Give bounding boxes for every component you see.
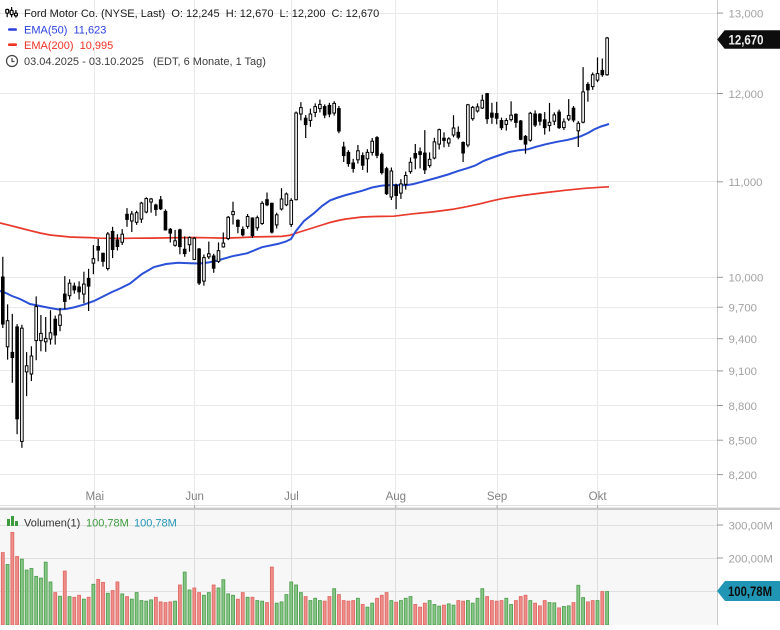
- svg-text:100,78M: 100,78M: [134, 518, 177, 530]
- svg-text:Aug: Aug: [386, 491, 406, 503]
- svg-text:Ford Motor Co. (NYSE, Last) O: Ford Motor Co. (NYSE, Last) O: 12,245 H:…: [24, 8, 379, 20]
- svg-text:200,00M: 200,00M: [729, 553, 773, 565]
- svg-text:Sep: Sep: [487, 491, 507, 503]
- svg-text:9,400: 9,400: [729, 334, 758, 346]
- svg-text:EMA(50) 11,623: EMA(50) 11,623: [24, 25, 106, 37]
- svg-text:13,000: 13,000: [729, 8, 764, 20]
- svg-text:Okt: Okt: [589, 491, 608, 503]
- svg-text:9,100: 9,100: [729, 366, 758, 378]
- svg-text:Jul: Jul: [284, 491, 299, 503]
- svg-text:9,700: 9,700: [729, 303, 758, 315]
- svg-text:Jun: Jun: [185, 491, 204, 503]
- svg-text:Mai: Mai: [86, 491, 105, 503]
- svg-text:12,670: 12,670: [729, 32, 764, 48]
- svg-text:100,78M: 100,78M: [86, 518, 129, 530]
- svg-text:8,500: 8,500: [729, 436, 758, 448]
- svg-text:8,200: 8,200: [729, 470, 758, 482]
- svg-text:10,000: 10,000: [729, 273, 764, 285]
- svg-text:Volumen(1): Volumen(1): [24, 518, 80, 530]
- svg-text:300,00M: 300,00M: [729, 520, 773, 532]
- svg-text:11,000: 11,000: [729, 177, 763, 189]
- svg-text:03.04.2025 - 03.10.2025 (EDT: 03.04.2025 - 03.10.2025 (EDT, 6 Monate, …: [24, 56, 266, 68]
- svg-text:8,800: 8,800: [729, 401, 758, 413]
- svg-text:EMA(200) 10,995: EMA(200) 10,995: [24, 40, 113, 52]
- svg-text:12,000: 12,000: [729, 89, 764, 101]
- svg-text:100,78M: 100,78M: [728, 583, 772, 599]
